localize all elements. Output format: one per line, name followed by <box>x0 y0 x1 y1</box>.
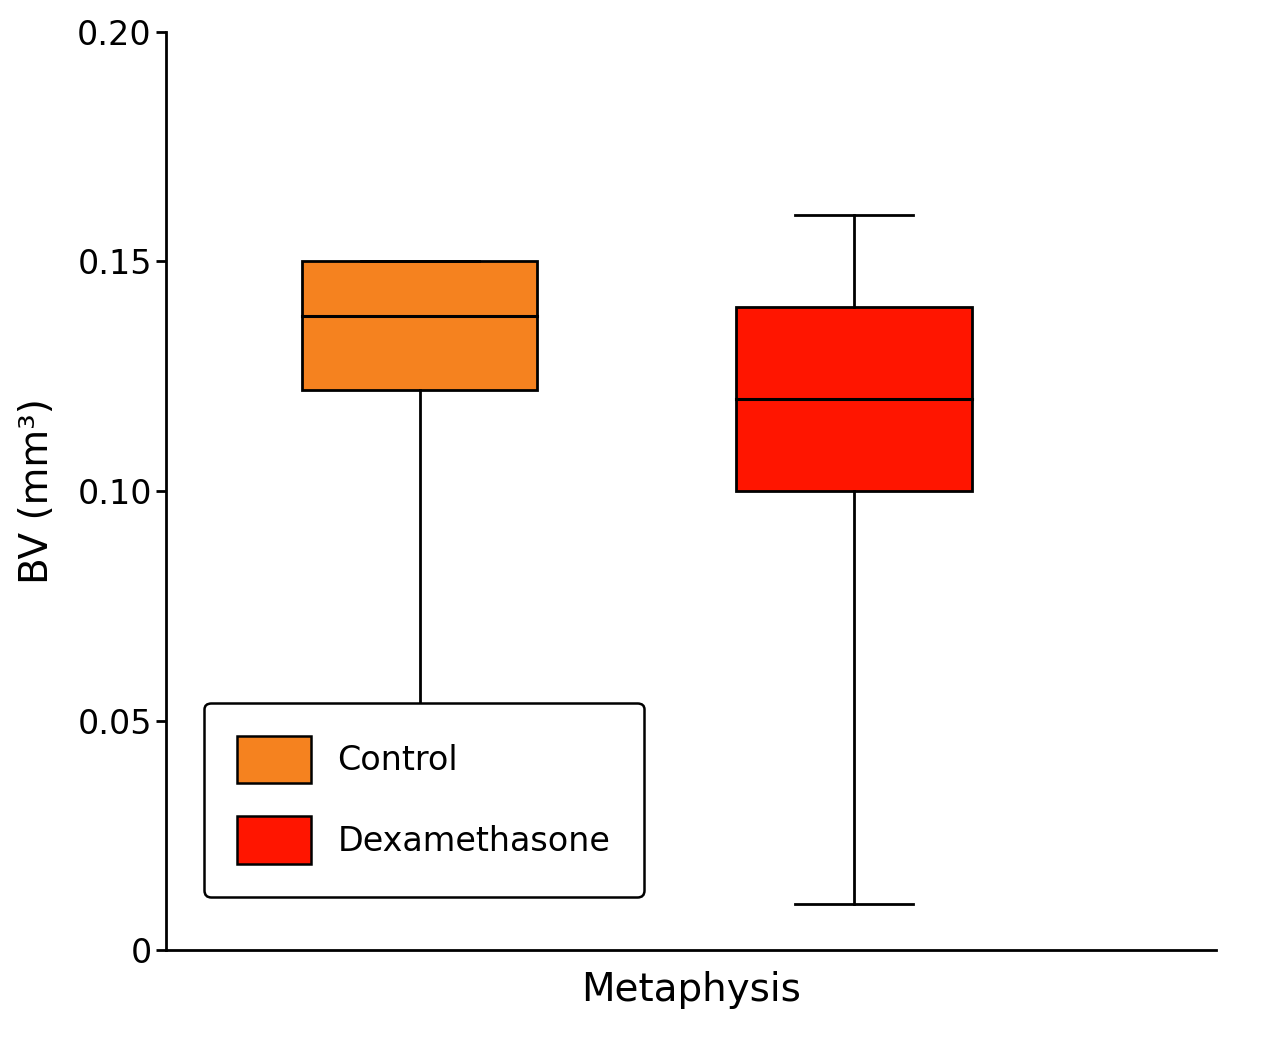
Legend: Control, Dexamethasone: Control, Dexamethasone <box>204 702 644 897</box>
Y-axis label: BV (mm³): BV (mm³) <box>18 398 56 584</box>
Bar <box>736 307 972 491</box>
Bar <box>302 262 538 390</box>
X-axis label: Metaphysis: Metaphysis <box>581 972 801 1010</box>
